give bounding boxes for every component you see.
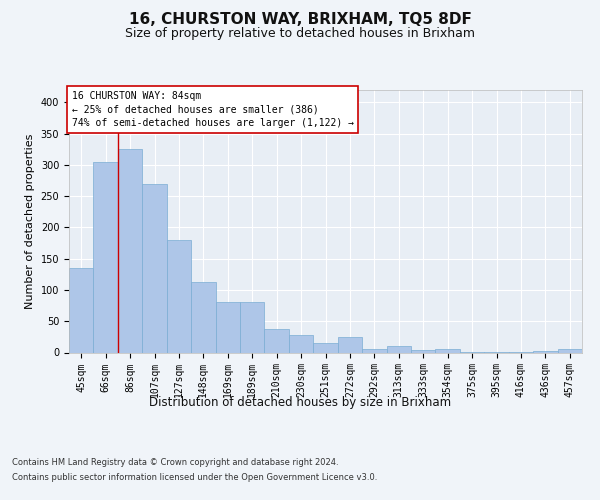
Bar — [118, 150, 142, 352]
Y-axis label: Number of detached properties: Number of detached properties — [25, 134, 35, 309]
Bar — [362, 350, 386, 352]
Bar — [411, 350, 436, 352]
Bar — [240, 302, 265, 352]
Text: Contains HM Land Registry data © Crown copyright and database right 2024.: Contains HM Land Registry data © Crown c… — [12, 458, 338, 467]
Text: 16 CHURSTON WAY: 84sqm
← 25% of detached houses are smaller (386)
74% of semi-de: 16 CHURSTON WAY: 84sqm ← 25% of detached… — [71, 92, 353, 128]
Bar — [142, 184, 167, 352]
Text: Distribution of detached houses by size in Brixham: Distribution of detached houses by size … — [149, 396, 451, 409]
Text: 16, CHURSTON WAY, BRIXHAM, TQ5 8DF: 16, CHURSTON WAY, BRIXHAM, TQ5 8DF — [128, 12, 472, 28]
Bar — [289, 335, 313, 352]
Bar — [167, 240, 191, 352]
Bar — [69, 268, 94, 352]
Bar — [436, 349, 460, 352]
Bar — [215, 302, 240, 352]
Bar — [557, 350, 582, 352]
Bar — [533, 350, 557, 352]
Bar — [94, 162, 118, 352]
Bar — [191, 282, 215, 352]
Text: Size of property relative to detached houses in Brixham: Size of property relative to detached ho… — [125, 28, 475, 40]
Bar — [265, 329, 289, 352]
Text: Contains public sector information licensed under the Open Government Licence v3: Contains public sector information licen… — [12, 473, 377, 482]
Bar — [386, 346, 411, 352]
Bar — [313, 343, 338, 352]
Bar — [338, 337, 362, 352]
